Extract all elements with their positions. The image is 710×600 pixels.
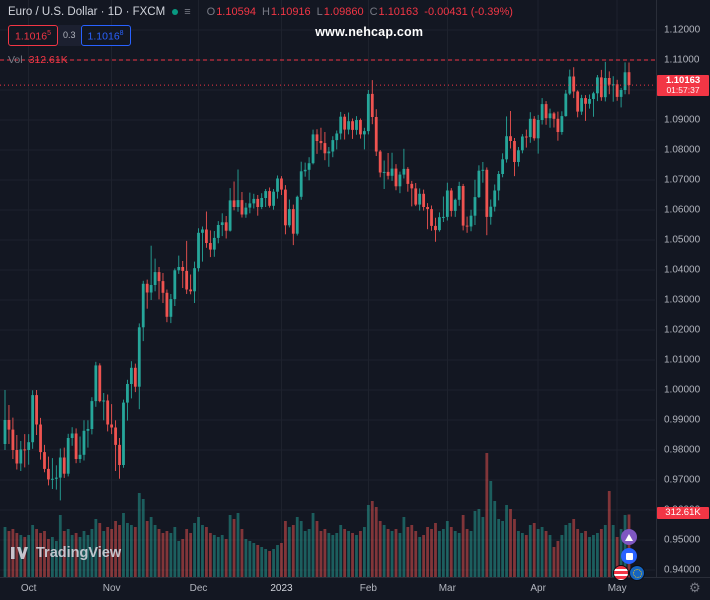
price-tick-label: 1.06000 [664, 204, 701, 216]
price-tick-label: 0.98000 [664, 444, 701, 456]
open-label: O [206, 6, 216, 18]
high-label: H [261, 6, 270, 18]
time-tick-label: Apr [530, 583, 546, 594]
high-value: 1.10916 [270, 6, 311, 18]
time-tick-label: May [607, 583, 627, 594]
flag-icon-us[interactable] [613, 565, 629, 581]
low-label: L [316, 6, 323, 18]
chart-legend: Euro / U.S. Dollar · 1D · FXCM ≡ O 1.1059… [8, 6, 513, 66]
spread-value: 0.3 [58, 25, 81, 46]
marker-icon-blue[interactable] [621, 548, 637, 564]
flag-icon-eu[interactable] [629, 565, 645, 581]
price-tick-label: 1.01000 [664, 354, 701, 366]
tradingview-logo-text: TradingView [36, 544, 122, 561]
volume-axis-tag: 312.61K [657, 507, 709, 520]
price-tick-label: 1.11000 [664, 54, 700, 66]
watermark-text: www.nehcap.com [315, 25, 424, 39]
time-tick-label: Feb [359, 583, 377, 594]
ohlc-readout: O 1.10594 H 1.10916 L 1.09860 C 1.10163 -0.0… [201, 6, 513, 18]
tradingview-logo-icon [11, 547, 28, 559]
sell-button[interactable]: 1.10165 [8, 25, 59, 46]
time-tick-label: 2023 [270, 583, 293, 594]
bar-countdown: 01:57:37 [666, 85, 700, 96]
open-value: 1.10594 [216, 6, 256, 18]
price-tick-label: 0.95000 [664, 534, 701, 546]
price-tick-label: 0.94000 [664, 564, 701, 576]
last-price-tag: 1.10163 01:57:37 [657, 75, 709, 97]
price-tick-label: 1.03000 [664, 294, 701, 306]
price-tick-label: 1.05000 [664, 234, 701, 246]
time-tick-label: Dec [189, 583, 208, 594]
price-tick-label: 0.99000 [664, 414, 701, 426]
price-tick-label: 1.09000 [664, 114, 701, 126]
price-tick-label: 1.04000 [664, 264, 701, 276]
buy-button[interactable]: 1.10168 [80, 25, 131, 46]
close-label: C [369, 6, 378, 18]
time-axis[interactable]: Oct Nov Dec 2023 Feb Mar Apr May [0, 577, 710, 600]
legend-menu-icon[interactable]: ≡ [184, 6, 191, 18]
time-tick-label: Mar [438, 583, 456, 594]
tradingview-logo[interactable]: TradingView [10, 544, 121, 561]
low-value: 1.09860 [323, 6, 364, 18]
price-tick-label: 0.97000 [664, 474, 701, 486]
time-tick-label: Oct [20, 583, 37, 594]
change-value: -0.00431 (-0.39%) [424, 6, 513, 18]
marker-icon-purple[interactable] [621, 529, 637, 545]
volume-indicator-value: 312.61K [28, 53, 68, 66]
price-tick-label: 1.08000 [664, 144, 701, 156]
last-price-value: 1.10163 [665, 75, 701, 87]
price-tick-label: 1.12000 [664, 24, 701, 36]
price-tick-label: 1.02000 [664, 324, 701, 336]
symbol-title[interactable]: Euro / U.S. Dollar · 1D · FXCM [8, 6, 166, 18]
price-tick-label: 1.07000 [664, 174, 701, 186]
volume-indicator-label[interactable]: Vol [8, 53, 23, 66]
price-tick-label: 1.00000 [664, 384, 701, 396]
close-value: 1.10163 [378, 6, 419, 18]
settings-gear-icon[interactable]: ⚙ [689, 580, 701, 595]
time-tick-label: Nov [102, 583, 121, 594]
market-status-dot [172, 9, 179, 15]
price-axis[interactable]: 1.120001.110001.100001.090001.080001.070… [656, 0, 710, 577]
